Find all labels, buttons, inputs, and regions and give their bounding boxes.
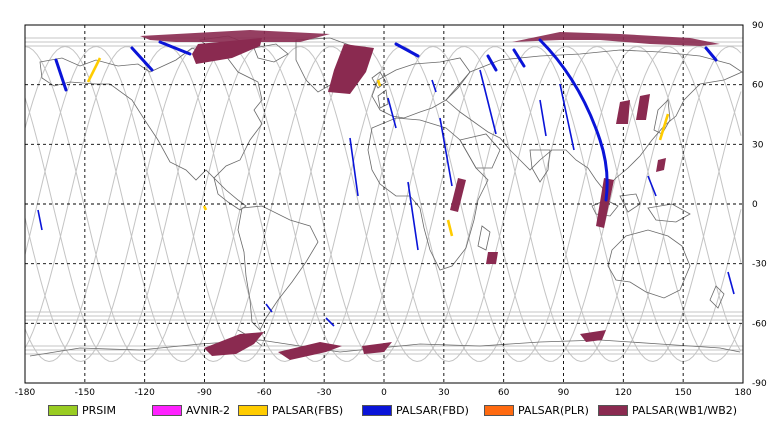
legend-swatch-palsar-plr [484, 404, 514, 416]
longitude-tick-label: 90 [558, 388, 570, 398]
longitude-labels: -180 -150 -120 -90 -60 -30 0 30 60 90 120 150 180 [15, 388, 752, 398]
legend-item-palsar-wb: PALSAR(WB1/WB2) [598, 404, 738, 417]
longitude-tick-label: -30 [317, 388, 332, 398]
map-frame [24, 24, 744, 384]
latitude-tick-label: 0 [752, 200, 758, 210]
longitude-tick-label: 120 [615, 388, 632, 398]
legend-item-palsar-fbs: PALSAR(FBS) [238, 404, 362, 417]
legend-item-prsim: PRSIM [48, 404, 152, 417]
latitude-tick-label: -60 [752, 319, 767, 329]
legend-label-palsar-fbd: PALSAR(FBD) [396, 403, 469, 417]
longitude-tick-label: -150 [75, 388, 96, 398]
legend-swatch-avnir2 [152, 404, 182, 416]
legend-swatch-prsim [48, 404, 78, 416]
legend-label-palsar-fbs: PALSAR(FBS) [272, 403, 344, 417]
latitude-tick-label: 30 [752, 140, 764, 150]
longitude-tick-label: 60 [498, 388, 510, 398]
longitude-tick-label: 0 [381, 388, 387, 398]
legend-label-palsar-wb: PALSAR(WB1/WB2) [632, 403, 738, 417]
longitude-tick-label: -120 [134, 388, 155, 398]
legend-label-prsim: PRSIM [82, 403, 116, 417]
latitude-labels: 90 60 30 0 -30 -60 -90 [752, 21, 767, 389]
palsar-fbs-swaths [86, 57, 670, 237]
latitude-tick-label: 90 [752, 21, 764, 31]
legend-swatch-palsar-wb [598, 404, 628, 416]
latitude-tick-label: -30 [752, 260, 767, 270]
orbit-track [24, 45, 742, 363]
longitude-tick-label: -180 [15, 388, 36, 398]
legend: PRSIM AVNIR-2 PALSAR(FBS) PALSAR(FBD) PA… [48, 402, 738, 418]
longitude-tick-label: -60 [257, 388, 272, 398]
longitude-tick-label: 150 [675, 388, 692, 398]
longitude-tick-label: 30 [438, 388, 450, 398]
latitude-tick-label: 60 [752, 81, 764, 91]
longitude-tick-label: -90 [197, 388, 212, 398]
palsar-fbd-thin-swaths [37, 69, 735, 327]
orbit-track [24, 45, 742, 363]
orbit-track [24, 45, 742, 363]
legend-item-palsar-fbd: PALSAR(FBD) [362, 404, 484, 417]
legend-swatch-palsar-fbd [362, 404, 392, 416]
legend-label-palsar-plr: PALSAR(PLR) [518, 403, 589, 417]
legend-label-avnir2: AVNIR-2 [186, 403, 230, 417]
palsar-wb-swaths [140, 30, 720, 360]
palsar-fbd-swaths [54, 38, 718, 202]
legend-item-palsar-plr: PALSAR(PLR) [484, 404, 598, 417]
legend-swatch-palsar-fbs [238, 404, 268, 416]
longitude-tick-label: 180 [734, 388, 751, 398]
latitude-tick-label: -90 [752, 379, 767, 389]
legend-item-avnir2: AVNIR-2 [152, 404, 238, 417]
